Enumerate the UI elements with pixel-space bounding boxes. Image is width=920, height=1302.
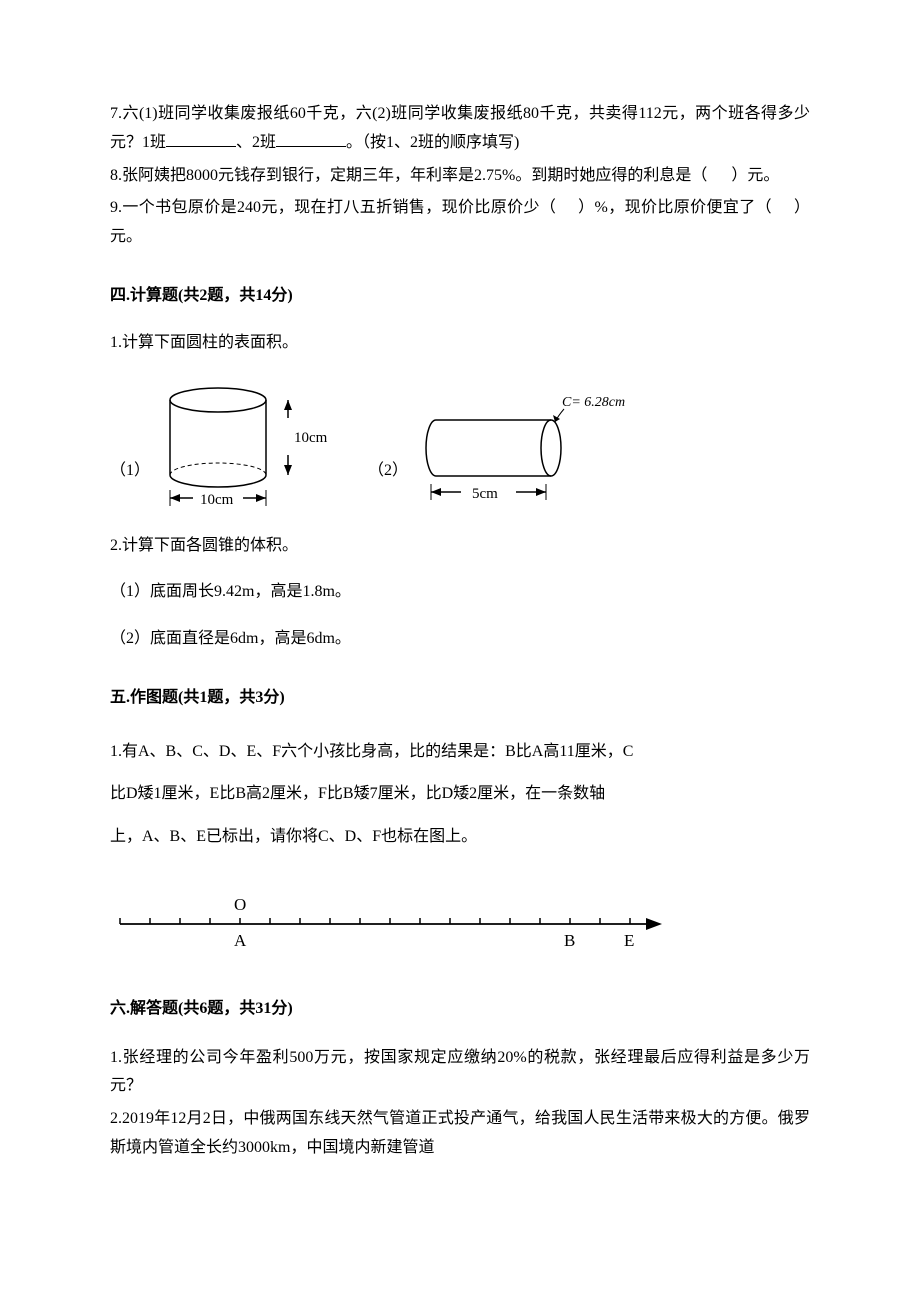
- section5-header: 五.作图题(共1题，共3分): [110, 684, 810, 713]
- section6-header: 六.解答题(共6题，共31分): [110, 995, 810, 1024]
- section4-header: 四.计算题(共2题，共14分): [110, 282, 810, 311]
- numline-O-label: O: [234, 895, 246, 914]
- section4-q2-1: （1）底面周长9.42m，高是1.8m。: [110, 578, 810, 607]
- q3-8-text-a: 8.张阿姨把8000元钱存到银行，定期三年，年利率是2.75%。到期时她应得的利…: [110, 167, 707, 184]
- cylinder2-circ-label: C= 6.28cm: [562, 395, 625, 410]
- q3-7-text-b: 、2班: [236, 134, 276, 151]
- q3-8: 8.张阿姨把8000元钱存到银行，定期三年，年利率是2.75%。到期时她应得的利…: [110, 162, 810, 191]
- q3-7: 7.六(1)班同学收集废报纸60千克，六(2)班同学收集废报纸80千克，共卖得1…: [110, 100, 810, 158]
- blank-paren-2: [556, 199, 578, 216]
- numline-E-label: E: [624, 931, 634, 950]
- figures-row-cylinders: （1） 10cm 10cm （2）: [110, 380, 810, 510]
- q3-9-text-a: 9.一个书包原价是240元，现在打八五折销售，现价比原价少（: [110, 199, 556, 216]
- blank-paren-1: [707, 167, 731, 184]
- figure-2-wrap: （2） C= 6.28cm 5cm: [368, 390, 626, 510]
- q3-8-text-b: ）元。: [731, 167, 779, 184]
- section6-q1: 1.张经理的公司今年盈利500万元，按国家规定应缴纳20%的税款，张经理最后应得…: [110, 1044, 810, 1102]
- numline-B-label: B: [564, 931, 575, 950]
- number-line-wrap: O A B E: [110, 884, 810, 965]
- figure-1-wrap: （1） 10cm 10cm: [110, 380, 338, 510]
- cylinder1-diameter-label: 10cm: [200, 492, 234, 508]
- blank-1: [166, 129, 236, 147]
- cylinder2-length-label: 5cm: [472, 486, 498, 502]
- figure-1-label: （1）: [110, 457, 150, 486]
- section4-q2-2: （2）底面直径是6dm，高是6dm。: [110, 625, 810, 654]
- cylinder-horizontal-icon: C= 6.28cm 5cm: [416, 390, 626, 510]
- numline-A-label: A: [234, 931, 247, 950]
- q3-9-text-b: ）%，现价比原价便宜了（: [578, 199, 772, 216]
- section5-q1-line3: 上，A、B、E已标出，请你将C、D、F也标在图上。: [110, 818, 810, 856]
- cylinder1-height-label: 10cm: [294, 430, 328, 446]
- blank-paren-3: [772, 199, 794, 216]
- blank-2: [276, 129, 346, 147]
- figure-2-label: （2）: [368, 457, 408, 486]
- q3-7-text-c: 。（按1、2班的顺序填写): [346, 134, 519, 151]
- section5-q1-line2: 比D矮1厘米，E比B高2厘米，F比B矮7厘米，比D矮2厘米，在一条数轴: [110, 775, 810, 813]
- number-line-icon: O A B E: [110, 884, 670, 954]
- section6-q2: 2.2019年12月2日，中俄两国东线天然气管道正式投产通气，给我国人民生活带来…: [110, 1105, 810, 1163]
- cylinder-vertical-icon: 10cm 10cm: [158, 380, 338, 510]
- section5-q1-line1: 1.有A、B、C、D、E、F六个小孩比身高，比的结果是：B比A高11厘米，C: [110, 733, 810, 771]
- section4-q1: 1.计算下面圆柱的表面积。: [110, 329, 810, 358]
- section4-q2: 2.计算下面各圆锥的体积。: [110, 532, 810, 561]
- q3-9: 9.一个书包原价是240元，现在打八五折销售，现价比原价少（ ）%，现价比原价便…: [110, 194, 810, 252]
